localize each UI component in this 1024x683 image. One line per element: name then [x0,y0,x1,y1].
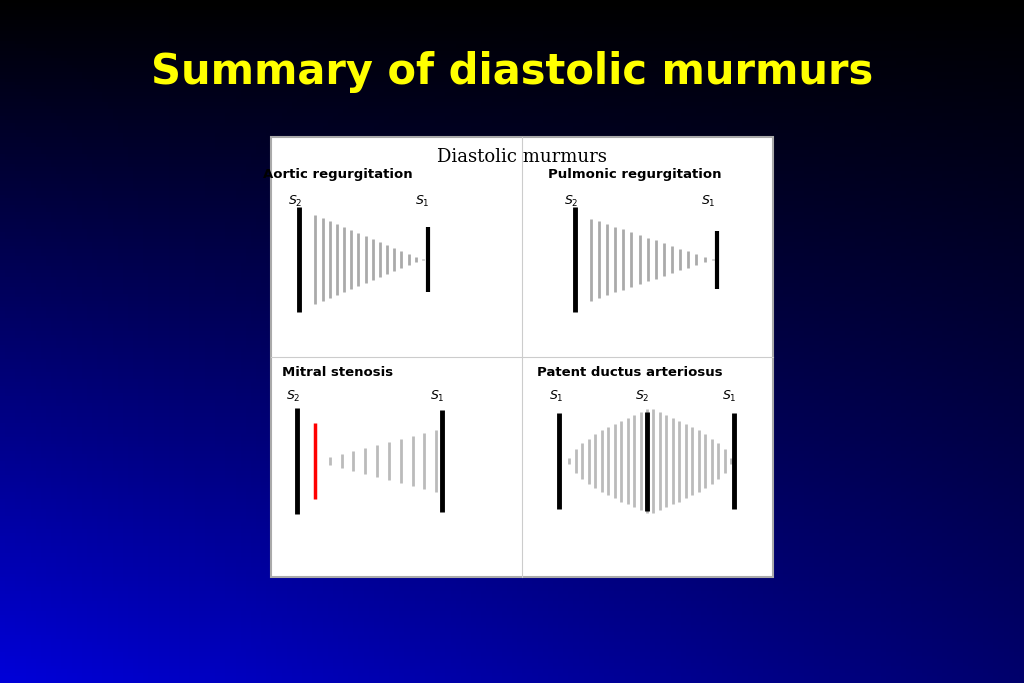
Text: Diastolic murmurs: Diastolic murmurs [437,148,607,166]
Text: $S_2$: $S_2$ [288,194,302,209]
Text: $S_1$: $S_1$ [722,389,736,404]
FancyBboxPatch shape [271,137,773,577]
Text: Summary of diastolic murmurs: Summary of diastolic murmurs [151,51,873,93]
Text: $S_2$: $S_2$ [286,389,300,404]
Text: $S_1$: $S_1$ [701,194,716,209]
Text: $S_1$: $S_1$ [430,389,444,404]
Text: $S_1$: $S_1$ [415,194,429,209]
Text: Pulmonic regurgitation: Pulmonic regurgitation [548,167,722,180]
Text: $S_1$: $S_1$ [549,389,563,404]
Text: $S_2$: $S_2$ [564,194,579,209]
Text: Mitral stenosis: Mitral stenosis [283,365,393,378]
Text: Aortic regurgitation: Aortic regurgitation [263,167,413,180]
Text: Patent ductus arteriosus: Patent ductus arteriosus [537,365,723,378]
Text: $S_2$: $S_2$ [635,389,649,404]
